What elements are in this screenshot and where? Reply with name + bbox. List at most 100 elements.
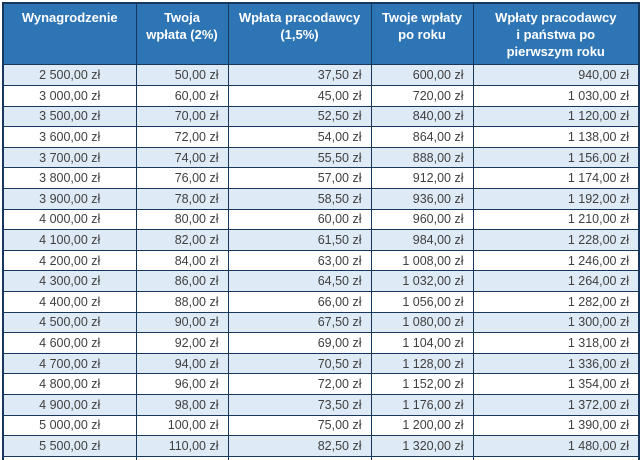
partial-row — [2, 455, 640, 460]
value-cell: 73,50 zł — [227, 393, 372, 416]
value-cell: 1 354,00 zł — [472, 373, 640, 395]
empty-cell — [472, 455, 640, 460]
value-cell: 936,00 zł — [370, 188, 474, 210]
table-row: 4 700,00 zł 94,00 zł 70,50 zł 1 128,00 zł 1 … — [2, 352, 640, 375]
value-cell: 1 008,00 zł — [370, 249, 474, 272]
value-cell: 90,00 zł — [135, 311, 229, 334]
table-row: 4 100,00 zł 82,00 zł 61,50 zł 984,00 zł 1 22… — [2, 229, 640, 251]
value-cell: 72,00 zł — [227, 373, 372, 395]
value-cell: 84,00 zł — [135, 249, 229, 272]
value-cell: 37,50 zł — [227, 64, 372, 87]
table-row: 4 500,00 zł 90,00 zł 67,50 zł 1 080,00 zł 1 … — [2, 311, 640, 334]
value-cell: 1 300,00 zł — [472, 311, 640, 334]
table-body: 2 500,00 zł 50,00 zł 37,50 zł 600,00 zł 940,… — [2, 64, 640, 460]
value-cell: 92,00 zł — [135, 332, 229, 354]
salary-cell: 3 800,00 zł — [2, 167, 137, 190]
value-cell: 1 156,00 zł — [472, 146, 640, 169]
value-cell: 1 264,00 zł — [472, 270, 640, 292]
value-cell: 1 192,00 zł — [472, 188, 640, 210]
value-cell: 86,00 zł — [135, 270, 229, 292]
value-cell: 98,00 zł — [135, 393, 229, 416]
value-cell: 50,00 zł — [135, 64, 229, 87]
value-cell: 1 120,00 zł — [472, 105, 640, 128]
value-cell: 82,00 zł — [135, 229, 229, 251]
table-row: 3 800,00 zł 76,00 zł 57,00 zł 912,00 zł 1 17… — [2, 167, 640, 190]
value-cell: 64,50 zł — [227, 270, 372, 292]
value-cell: 75,00 zł — [227, 414, 372, 437]
table-row: 4 400,00 zł 88,00 zł 66,00 zł 1 056,00 zł 1 … — [2, 291, 640, 313]
value-cell: 54,00 zł — [227, 126, 372, 148]
value-cell: 66,00 zł — [227, 291, 372, 313]
value-cell: 1 104,00 zł — [370, 332, 474, 354]
value-cell: 78,00 zł — [135, 188, 229, 210]
value-cell: 72,00 zł — [135, 126, 229, 148]
value-cell: 80,00 zł — [135, 208, 229, 231]
value-cell: 940,00 zł — [472, 64, 640, 87]
table-row: 4 300,00 zł 86,00 zł 64,50 zł 1 032,00 zł 1 … — [2, 270, 640, 292]
table-row: 3 700,00 zł 74,00 zł 55,50 zł 888,00 zł 1 15… — [2, 146, 640, 169]
salary-cell: 5 000,00 zł — [2, 414, 137, 437]
salary-cell: 4 400,00 zł — [2, 291, 137, 313]
value-cell: 1 056,00 zł — [370, 291, 474, 313]
salary-cell: 4 100,00 zł — [2, 229, 137, 251]
value-cell: 61,50 zł — [227, 229, 372, 251]
column-header-1: Twoja wpłata (2%) — [135, 2, 229, 66]
value-cell: 1 176,00 zł — [370, 393, 474, 416]
value-cell: 1 390,00 zł — [472, 414, 640, 437]
value-cell: 96,00 zł — [135, 373, 229, 395]
table-row: 3 900,00 zł 78,00 zł 58,50 zł 936,00 zł 1 19… — [2, 188, 640, 210]
value-cell: 1 246,00 zł — [472, 249, 640, 272]
value-cell: 94,00 zł — [135, 352, 229, 375]
table-row: 3 000,00 zł 60,00 zł 45,00 zł 720,00 zł 1 03… — [2, 85, 640, 107]
value-cell: 960,00 zł — [370, 208, 474, 231]
value-cell: 1 080,00 zł — [370, 311, 474, 334]
value-cell: 70,00 zł — [135, 105, 229, 128]
table-row: 2 500,00 zł 50,00 zł 37,50 zł 600,00 zł 940,… — [2, 64, 640, 87]
value-cell: 1 030,00 zł — [472, 85, 640, 107]
salary-cell: 4 900,00 zł — [2, 393, 137, 416]
value-cell: 110,00 zł — [135, 435, 229, 457]
value-cell: 1 282,00 zł — [472, 291, 640, 313]
salary-cell: 3 900,00 zł — [2, 188, 137, 210]
value-cell: 888,00 zł — [370, 146, 474, 169]
value-cell: 984,00 zł — [370, 229, 474, 251]
value-cell: 1 032,00 zł — [370, 270, 474, 292]
table-header-row: Wynagrodzenie Twoja wpłata (2%) Wpłata pra… — [2, 2, 640, 66]
value-cell: 1 228,00 zł — [472, 229, 640, 251]
value-cell: 1 138,00 zł — [472, 126, 640, 148]
value-cell: 70,50 zł — [227, 352, 372, 375]
value-cell: 600,00 zł — [370, 64, 474, 87]
column-header-0: Wynagrodzenie — [2, 2, 137, 66]
value-cell: 1 210,00 zł — [472, 208, 640, 231]
value-cell: 63,00 zł — [227, 249, 372, 272]
value-cell: 76,00 zł — [135, 167, 229, 190]
value-cell: 60,00 zł — [227, 208, 372, 231]
table-row: 4 200,00 zł 84,00 zł 63,00 zł 1 008,00 zł 1 … — [2, 249, 640, 272]
value-cell: 1 480,00 zł — [472, 435, 640, 457]
table-row: 4 600,00 zł 92,00 zł 69,00 zł 1 104,00 zł 1 … — [2, 332, 640, 354]
value-cell: 82,50 zł — [227, 435, 372, 457]
value-cell: 100,00 zł — [135, 414, 229, 437]
value-cell: 60,00 zł — [135, 85, 229, 107]
table-row: 5 000,00 zł 100,00 zł 75,00 zł 1 200,00 zł 1… — [2, 414, 640, 437]
empty-cell — [370, 455, 474, 460]
table-row: 3 500,00 zł 70,00 zł 52,50 zł 840,00 zł 1 12… — [2, 105, 640, 128]
table-row: 4 800,00 zł 96,00 zł 72,00 zł 1 152,00 zł 1 … — [2, 373, 640, 395]
salary-cell: 3 000,00 zł — [2, 85, 137, 107]
value-cell: 1 372,00 zł — [472, 393, 640, 416]
empty-cell — [2, 455, 137, 460]
value-cell: 720,00 zł — [370, 85, 474, 107]
salary-cell: 4 200,00 zł — [2, 249, 137, 272]
salary-cell: 4 600,00 zł — [2, 332, 137, 354]
salary-cell: 4 700,00 zł — [2, 352, 137, 375]
salary-cell: 3 600,00 zł — [2, 126, 137, 148]
value-cell: 57,00 zł — [227, 167, 372, 190]
value-cell: 58,50 zł — [227, 188, 372, 210]
table-row: 3 600,00 zł 72,00 zł 54,00 zł 864,00 zł 1 13… — [2, 126, 640, 148]
value-cell: 45,00 zł — [227, 85, 372, 107]
value-cell: 1 174,00 zł — [472, 167, 640, 190]
value-cell: 69,00 zł — [227, 332, 372, 354]
column-header-3: Twoje wpłaty po roku — [370, 2, 474, 66]
